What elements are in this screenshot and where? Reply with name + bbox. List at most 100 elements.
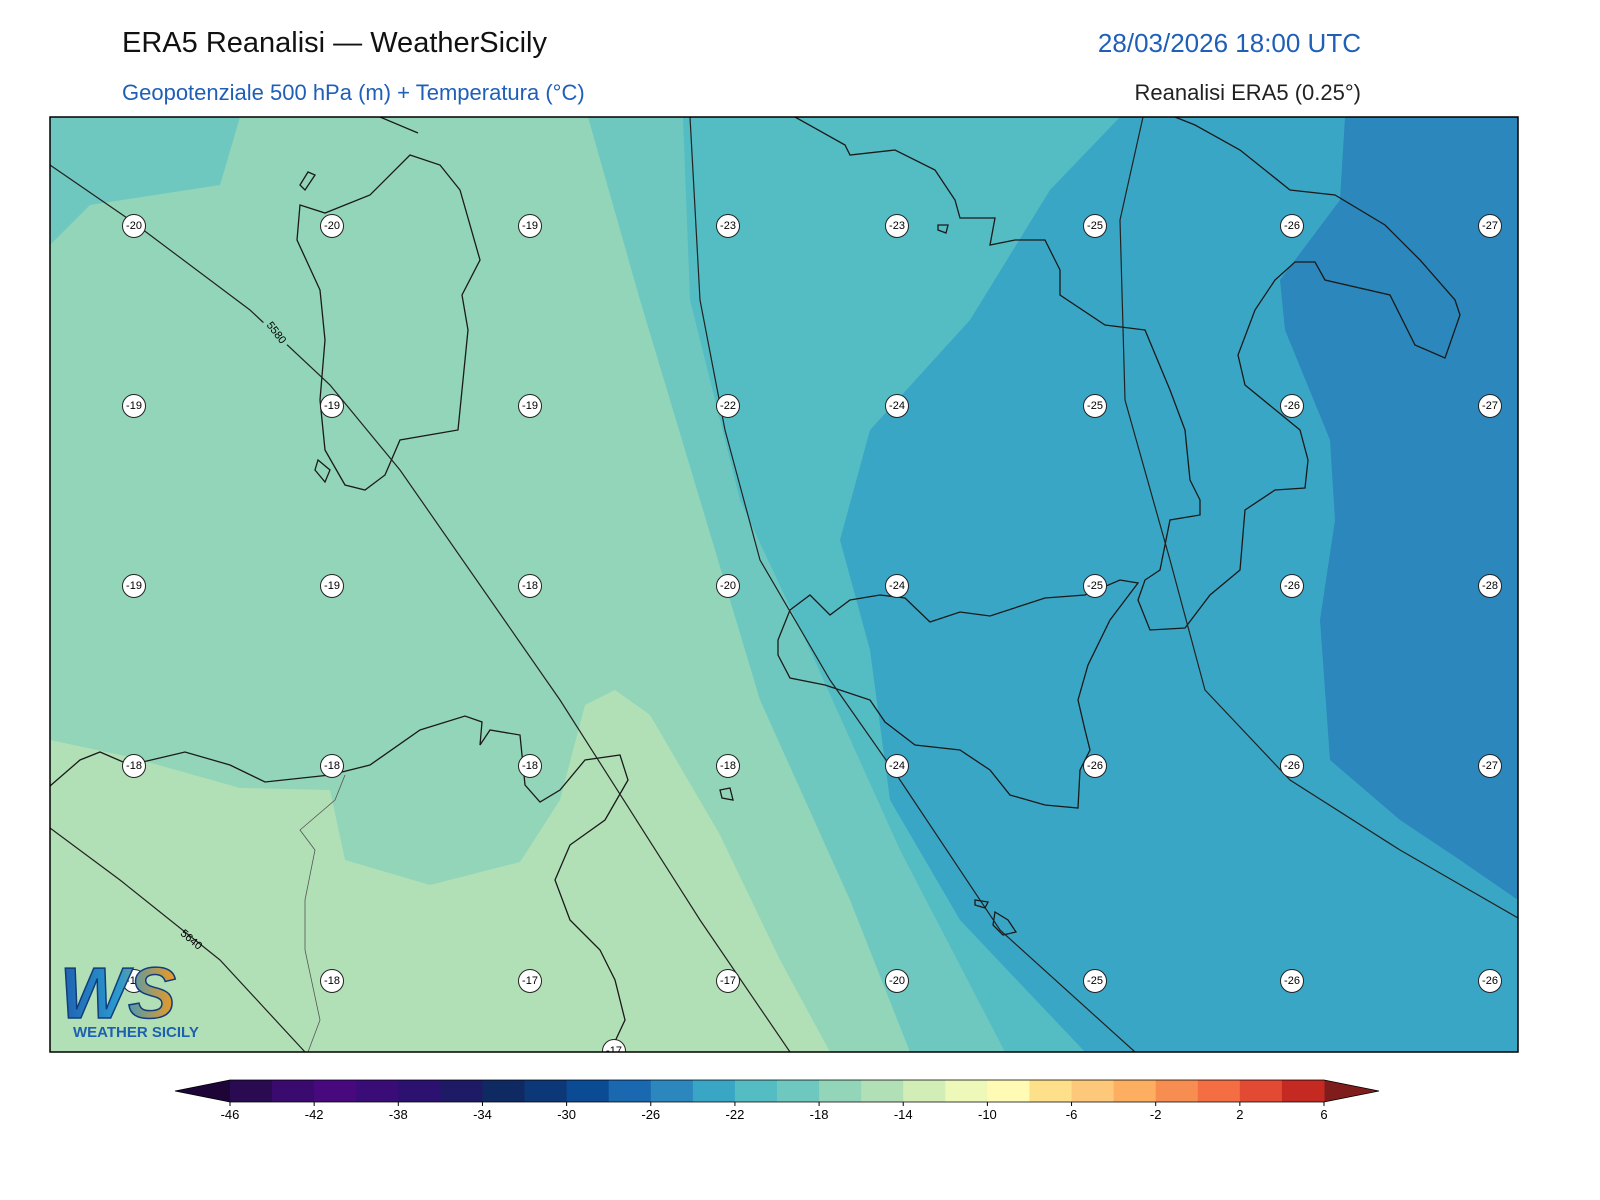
grid-value: -26	[1284, 975, 1300, 987]
colorbar-band	[692, 1080, 736, 1102]
value-marker	[1280, 574, 1304, 598]
colorbar-band	[819, 1080, 862, 1102]
grid-value: -26	[1284, 400, 1300, 412]
colorbar-band	[1197, 1080, 1241, 1102]
isohypse	[50, 827, 306, 1052]
value-marker	[1478, 574, 1502, 598]
colorbar-band	[482, 1080, 526, 1102]
value-marker	[320, 969, 344, 993]
colorbar-band	[987, 1080, 1030, 1102]
isohypse	[1119, 117, 1518, 919]
colorbar-band	[314, 1080, 357, 1102]
value-marker	[1083, 754, 1107, 778]
grid-value: -23	[889, 220, 905, 232]
grid-value: -18	[324, 975, 340, 987]
colorbar-band	[1155, 1080, 1199, 1102]
coastline	[50, 715, 629, 1052]
coastline	[794, 117, 1461, 631]
grid-value: -27	[1482, 220, 1498, 232]
colorbar-band	[903, 1080, 946, 1102]
value-marker	[122, 394, 146, 418]
coastline	[719, 224, 1018, 936]
grid-value: -26	[1284, 580, 1300, 592]
logo-initials: WS	[60, 954, 176, 1034]
colorbar-tick-label: -42	[305, 1107, 324, 1122]
value-marker	[716, 394, 740, 418]
value-marker	[320, 394, 344, 418]
colorbar-band	[398, 1080, 441, 1102]
grid-value: -20	[126, 220, 142, 232]
grid-value: -19	[522, 220, 538, 232]
grid-value: -17	[522, 975, 538, 987]
colorbar-band	[1239, 1080, 1283, 1102]
title: ERA5 Reanalisi — WeatherSicily	[122, 27, 547, 59]
colorbar-band	[945, 1080, 988, 1102]
grid-value: -18	[126, 760, 142, 772]
value-marker	[122, 754, 146, 778]
colorbar-under	[175, 1080, 230, 1102]
grid-value: -17	[606, 1045, 622, 1057]
grid-value: -24	[889, 580, 905, 592]
value-marker	[122, 214, 146, 238]
colorbar-tick-label: -14	[894, 1107, 913, 1122]
contour-label-bg	[260, 316, 292, 350]
coastline	[296, 117, 481, 491]
value-marker	[716, 574, 740, 598]
value-marker	[518, 754, 542, 778]
grid-value: -19	[126, 400, 142, 412]
grid-values: -20 -20 -19 -23 -23 -25 -26 -27 -19 -19 -19 -22 -24 -…	[122, 214, 1502, 1057]
value-marker	[885, 214, 909, 238]
colorbar-tick-label: -34	[473, 1107, 492, 1122]
isohypse	[689, 117, 1136, 1052]
temperature-field	[50, 117, 240, 245]
value-marker	[885, 754, 909, 778]
colorbar-tick-label: -30	[557, 1107, 576, 1122]
colorbar-band	[1281, 1080, 1325, 1102]
source: Reanalisi ERA5 (0.25°)	[1135, 80, 1361, 105]
value-marker	[320, 214, 344, 238]
grid-value: -25	[1087, 580, 1103, 592]
grid-value: -20	[889, 975, 905, 987]
grid-value: -25	[1087, 975, 1103, 987]
border	[299, 774, 346, 1052]
colorbar-band	[1071, 1080, 1115, 1102]
colorbar-band	[777, 1080, 820, 1102]
grid-value: -24	[889, 760, 905, 772]
grid-value: -17	[720, 975, 736, 987]
value-marker	[885, 574, 909, 598]
value-marker	[1083, 394, 1107, 418]
grid-value: -26	[1284, 760, 1300, 772]
colorbar-band	[1029, 1080, 1073, 1102]
value-marker	[716, 969, 740, 993]
grid-value: -19	[126, 580, 142, 592]
colorbar-band	[356, 1080, 399, 1102]
colorbar-tick-label: -18	[810, 1107, 829, 1122]
value-marker	[1280, 969, 1304, 993]
logo: WS WEATHER SICILY	[59, 953, 199, 1041]
colorbar: -46 -42 -38 -34 -30 -26 -22 -18 -14 -10 -6 -2 2 6	[174, 1079, 1380, 1122]
colorbar-tick-label: 6	[1320, 1107, 1327, 1122]
colorbar-band	[1113, 1080, 1157, 1102]
value-marker	[1478, 394, 1502, 418]
grid-value: -25	[1087, 220, 1103, 232]
value-marker	[1478, 969, 1502, 993]
subtitle: Geopotenziale 500 hPa (m) + Temperatura …	[122, 80, 585, 105]
value-marker	[122, 574, 146, 598]
colorbar-tick-label: -6	[1066, 1107, 1078, 1122]
colorbar-band	[272, 1080, 315, 1102]
value-marker	[885, 969, 909, 993]
map-frame	[49, 116, 1519, 1053]
value-marker	[518, 394, 542, 418]
grid-value: -19	[324, 400, 340, 412]
value-marker	[1478, 214, 1502, 238]
grid-value: -27	[1482, 760, 1498, 772]
value-marker	[320, 574, 344, 598]
value-marker	[518, 969, 542, 993]
colorbar-band	[566, 1080, 610, 1102]
value-marker	[602, 1039, 626, 1052]
grid-value: -25	[1087, 400, 1103, 412]
value-marker	[885, 394, 909, 418]
grid-value: -27	[1482, 400, 1498, 412]
grid-value: -18	[720, 760, 736, 772]
